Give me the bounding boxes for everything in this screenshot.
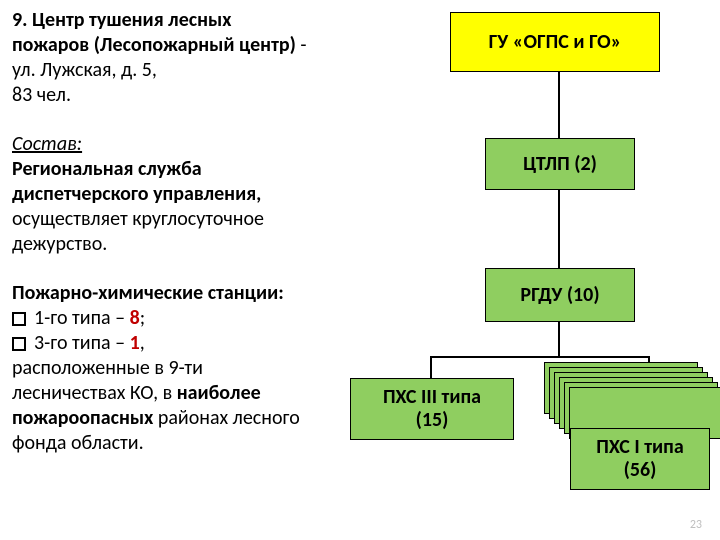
org-diagram: ГУ «ОГПС и ГО» ЦТЛП (2) РГДУ (10) ПХС II… bbox=[380, 0, 720, 540]
node-ctlp-label: ЦТЛП (2) bbox=[523, 153, 597, 176]
title-dash: - bbox=[296, 33, 307, 57]
para-1: 9. Центр тушения лесных пожаров (Лесопож… bbox=[12, 8, 372, 108]
p2-plain1: осуществляет круглосуточное bbox=[12, 207, 264, 231]
node-pxs3-l2: (15) bbox=[416, 408, 449, 432]
addr-line1: ул. Лужская, д. 5, bbox=[12, 58, 157, 82]
connector bbox=[430, 356, 650, 358]
node-rgdu: РГДУ (10) bbox=[485, 268, 635, 322]
node-top: ГУ «ОГПС и ГО» bbox=[450, 12, 660, 72]
bullet-1: 1-го типа – 8; bbox=[12, 306, 372, 331]
node-pxs3-l1: ПХС III типа bbox=[383, 385, 481, 409]
node-ctlp: ЦТЛП (2) bbox=[485, 138, 635, 190]
node-pxs1-l1: ПХС I типа bbox=[596, 435, 683, 459]
p3-line2b: наиболее bbox=[177, 381, 261, 405]
node-top-label: ГУ «ОГПС и ГО» bbox=[489, 31, 622, 54]
connector bbox=[558, 190, 560, 268]
p3-line1: расположенные в 9-ти bbox=[12, 356, 203, 380]
sostav-label: Состав: bbox=[12, 132, 82, 156]
bullet-2: 3-го типа – 1, bbox=[12, 331, 372, 356]
p3-line3a: пожароопасных bbox=[12, 406, 153, 430]
left-text-column: 9. Центр тушения лесных пожаров (Лесопож… bbox=[12, 8, 372, 456]
node-pxs1: ПХС I типа (56) bbox=[570, 428, 710, 490]
node-pxs3: ПХС III типа (15) bbox=[350, 378, 514, 440]
p3-heading: Пожарно-химические станции: bbox=[12, 281, 284, 305]
bullet-box-icon bbox=[12, 312, 26, 326]
p2-bold2: диспетчерского управления, bbox=[12, 182, 261, 206]
connector bbox=[558, 322, 560, 358]
b1-post: ; bbox=[140, 306, 145, 330]
connector bbox=[430, 356, 432, 378]
title-line2: пожаров (Лесопожарный центр) bbox=[12, 33, 296, 57]
b2-pre: 3-го типа – bbox=[34, 331, 130, 355]
node-pxs1-l2: (56) bbox=[624, 458, 657, 482]
p2-plain2: дежурство. bbox=[12, 232, 107, 256]
p3-line3b: районах лесного bbox=[153, 406, 299, 430]
para-2: Состав: Региональная служба диспетчерско… bbox=[12, 132, 372, 257]
b2-post: , bbox=[140, 331, 145, 355]
para-3: Пожарно-химические станции: 1-го типа – … bbox=[12, 281, 372, 456]
b1-num: 8 bbox=[130, 306, 140, 330]
p3-line2a: лесничествах КО, в bbox=[12, 381, 177, 405]
p3-line4: фонда области. bbox=[12, 431, 144, 455]
node-rgdu-label: РГДУ (10) bbox=[520, 284, 599, 307]
bullet-box-icon bbox=[12, 337, 26, 351]
b2-num: 1 bbox=[130, 331, 140, 355]
page-number: 23 bbox=[690, 518, 702, 532]
b1-pre: 1-го типа – bbox=[34, 306, 130, 330]
title-line1: 9. Центр тушения лесных bbox=[12, 8, 231, 32]
connector bbox=[558, 72, 560, 138]
p2-bold1: Региональная служба bbox=[12, 157, 202, 181]
addr-line2: 83 чел. bbox=[12, 83, 71, 107]
